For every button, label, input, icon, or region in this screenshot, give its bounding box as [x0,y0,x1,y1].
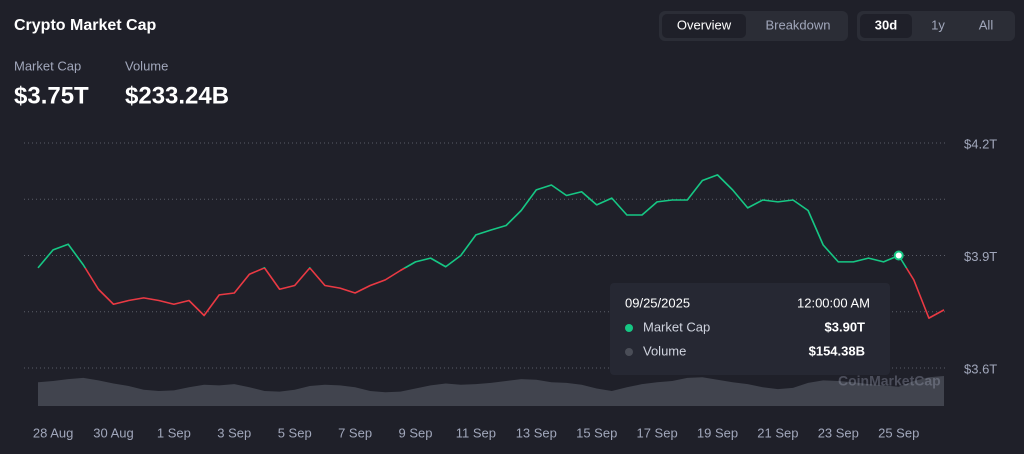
plot: $4.2T $3.9T $3.6T 28 Aug 30 Aug 1 Sep 3 Sep 5 S… [24,136,997,440]
range-button[interactable]: 30d [875,17,897,32]
hover-point [893,250,904,261]
volume-area [38,376,944,406]
view-button-active[interactable] [662,14,746,38]
x-tick-label: 13 Sep [516,425,557,440]
x-tick-label: 23 Sep [818,425,859,440]
stat-label: Market Cap [14,58,81,73]
view-button[interactable]: Breakdown [765,17,830,32]
x-tick-label: 17 Sep [636,425,677,440]
tooltip-series: Market Cap [643,319,710,334]
tooltip-value: $3.90T [825,319,866,334]
x-tick-label: 9 Sep [399,425,433,440]
x-tick-label: 7 Sep [338,425,372,440]
x-tick-label: 15 Sep [576,425,617,440]
market-cap-line [37,174,945,319]
tooltip-dot [625,348,633,356]
x-tick-label: 25 Sep [878,425,919,440]
range-button-active[interactable] [860,14,912,38]
tooltip-box [610,283,890,375]
x-tick-label: 11 Sep [456,425,496,440]
x-tick-label: 28 Aug [33,425,74,440]
x-tick-label: 5 Sep [278,425,312,440]
y-tick-label: $3.6T [964,361,997,376]
range-button[interactable]: All [979,17,994,32]
x-tick-label: 19 Sep [697,425,738,440]
stat-value: $3.75T [14,82,89,109]
y-tick-label: $4.2T [964,136,997,151]
range-button[interactable]: 1y [931,17,945,32]
tooltip-dot [625,324,633,332]
tooltip-date: 09/25/2025 [625,295,690,310]
stat-label: Volume [125,58,168,73]
watermark: CoinMarketCap [838,373,941,389]
x-tick-label: 1 Sep [157,425,191,440]
x-tick-label: 21 Sep [757,425,798,440]
x-tick-label: 30 Aug [93,425,134,440]
y-tick-label: $3.9T [964,249,997,264]
view-button[interactable]: Overview [677,17,732,32]
stat-value: $233.24B [125,82,229,109]
x-tick-label: 3 Sep [217,425,251,440]
title: Crypto Market Cap [14,17,156,34]
tooltip: 09/25/2025 12:00:00 AM Market Cap $3.90T… [610,283,890,375]
tooltip-time: 12:00:00 AM [797,295,870,310]
tooltip-value: $154.38B [809,343,865,358]
tooltip-series: Volume [643,343,686,358]
